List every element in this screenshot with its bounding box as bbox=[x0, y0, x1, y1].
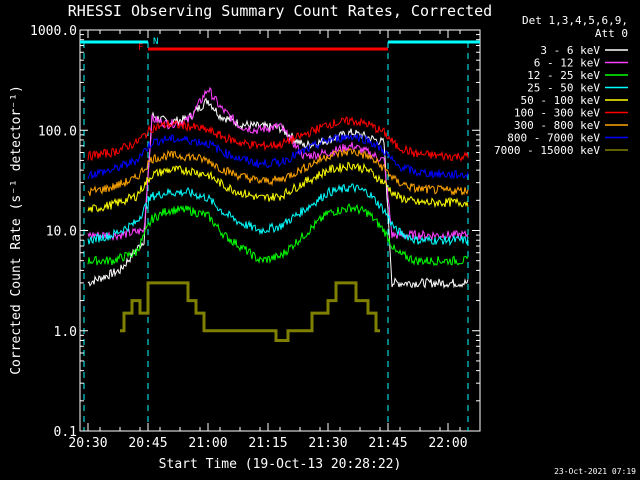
y-axis-label: Corrected Count Rate (s⁻¹ detector⁻¹) bbox=[9, 85, 24, 375]
series-layer bbox=[87, 86, 469, 342]
legend-entry-label: 12 - 25 keV bbox=[527, 69, 600, 82]
legend-header-line-2: Att 0 bbox=[595, 27, 628, 40]
x-tick-label: 21:15 bbox=[248, 436, 287, 451]
legend-entry-label: 100 - 300 keV bbox=[514, 107, 600, 120]
series-line-12-25-kev bbox=[87, 203, 469, 267]
night-label: N bbox=[153, 37, 158, 47]
series-line-800-7000-kev bbox=[87, 132, 469, 180]
y-tick-label: 0.1 bbox=[54, 425, 77, 440]
series-line-300-800-kev bbox=[87, 148, 469, 196]
legend-entry-label: 6 - 12 keV bbox=[534, 57, 601, 70]
x-tick-label: 22:00 bbox=[428, 436, 467, 451]
x-tick-label: 21:45 bbox=[368, 436, 407, 451]
timestamp: 23-Oct-2021 07:19 bbox=[554, 467, 636, 476]
x-tick-label: 20:30 bbox=[68, 436, 107, 451]
x-axis-label: Start Time (19-Oct-13 20:28:22) bbox=[159, 457, 402, 472]
legend-entry-label: 7000 - 15000 keV bbox=[494, 144, 600, 157]
series-line-50-100-kev bbox=[87, 161, 469, 213]
series-line-25-50-kev bbox=[87, 183, 469, 247]
legend-entry-label: 25 - 50 keV bbox=[527, 82, 600, 95]
annotations: NF bbox=[80, 37, 480, 431]
series-line-7000-15000-kev bbox=[120, 281, 380, 342]
axes-layer: 20:30 20:45 21:00 21:15 21:30 21:45 22:00 0.1 1.… bbox=[30, 24, 481, 451]
flare-label: F bbox=[138, 43, 143, 53]
y-tick-label: 10.0 bbox=[46, 225, 77, 240]
series-line-100-300-kev bbox=[87, 116, 469, 162]
legend-entry-label: 300 - 800 keV bbox=[514, 119, 600, 132]
legend-entry-label: 3 - 6 keV bbox=[540, 44, 600, 57]
y-tick-label: 1.0 bbox=[54, 325, 77, 340]
legend-entry-label: 50 - 100 keV bbox=[521, 94, 601, 107]
legend-entry-label: 800 - 7000 keV bbox=[507, 132, 600, 145]
x-tick-label: 20:45 bbox=[128, 436, 167, 451]
y-tick-label: 1000.0 bbox=[30, 24, 77, 39]
chart-title: RHESSI Observing Summary Count Rates, Co… bbox=[68, 2, 492, 20]
x-tick-label: 21:00 bbox=[188, 436, 227, 451]
legend-header-line-1: Det 1,3,4,5,6,9, bbox=[522, 14, 628, 27]
y-tick-label: 100.0 bbox=[38, 124, 77, 139]
x-tick-label: 21:30 bbox=[308, 436, 347, 451]
